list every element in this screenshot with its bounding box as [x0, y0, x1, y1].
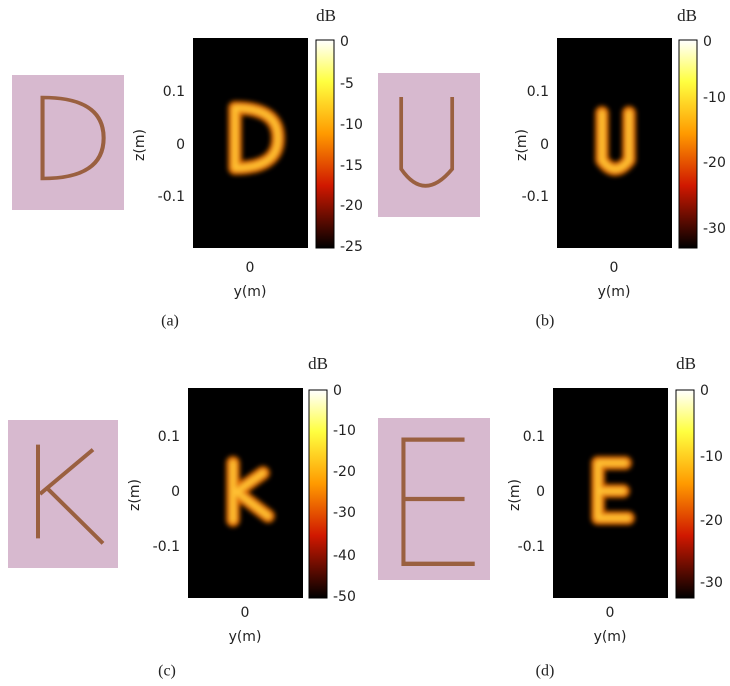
- y-tick-label: 0.1: [163, 84, 185, 100]
- panel: dB0-10-20-300.10-0.1z(m)0y(m)(d): [378, 354, 723, 680]
- x-tick-label: 0: [241, 605, 250, 621]
- y-tick-label: 0.1: [158, 429, 180, 445]
- colorbar-tick-label: -50: [333, 589, 356, 605]
- panel: dB 0 -10 -20 -30 -40 -50 0.1 0 -0.1 z(m) 0 y(m) (c): [8, 354, 356, 680]
- letter-core: [230, 460, 271, 523]
- colorbar-tick-label: -40: [333, 548, 356, 564]
- photo: [8, 420, 118, 568]
- panel: dB0-5-10-15-20-250.10-0.1z(m)0y(m)(a): [12, 6, 363, 330]
- colorbar-tick-label: 0: [340, 34, 349, 50]
- x-axis-label: y(m): [234, 284, 267, 300]
- photo: [378, 418, 490, 580]
- y-axis-label: z(m): [132, 129, 148, 161]
- caption: (b): [536, 313, 555, 330]
- panel: dB 0 -10 -20 -30 0.1 0 -0.1 z(m) 0 y(m) (b): [378, 6, 726, 330]
- colorbar-tick-label: -20: [700, 513, 723, 529]
- photo: [12, 75, 124, 210]
- y-axis-label: z(m): [514, 129, 530, 161]
- x-tick-label: 0: [606, 605, 615, 621]
- copper-rod: [36, 444, 105, 545]
- colorbar-tick-label: -25: [340, 239, 363, 255]
- letter-core: [232, 105, 281, 171]
- colorbar-tick-label: -20: [333, 464, 356, 480]
- colorbar-tick-label: 0: [333, 383, 342, 399]
- colorbar-tick-label: -15: [340, 158, 363, 174]
- letter-image: [595, 106, 636, 176]
- colorbar-label: dB: [677, 6, 697, 25]
- y-tick-label: 0: [536, 484, 545, 500]
- y-tick-label: 0.1: [523, 429, 545, 445]
- x-axis-label: y(m): [229, 629, 262, 645]
- colorbar-tick-label: 0: [700, 383, 709, 399]
- colorbar: [675, 389, 695, 599]
- copper-rod: [399, 97, 455, 188]
- colorbar-tick-label: -10: [703, 90, 726, 106]
- y-tick-label: 0.1: [527, 84, 549, 100]
- y-axis-label: z(m): [507, 479, 523, 511]
- letter-image: [591, 456, 635, 525]
- y-axis-label: z(m): [127, 479, 143, 511]
- y-tick-label: -0.1: [158, 189, 185, 205]
- colorbar-tick-label: -20: [703, 155, 726, 171]
- y-tick-label: 0: [176, 137, 185, 153]
- x-axis-label: y(m): [594, 629, 627, 645]
- colorbar-tick-label: -30: [700, 575, 723, 591]
- caption: (d): [536, 663, 555, 680]
- photo-background: [12, 75, 124, 210]
- y-tick-label: 0: [540, 137, 549, 153]
- caption: (c): [158, 663, 176, 680]
- x-tick-label: 0: [246, 260, 255, 276]
- image: [193, 38, 308, 248]
- x-axis-label: y(m): [598, 284, 631, 300]
- colorbar-tick-label: -10: [340, 117, 363, 133]
- y-tick-label: 0: [171, 484, 180, 500]
- colorbar: [678, 39, 698, 249]
- letter-image: [228, 101, 285, 175]
- colorbar-tick-label: -20: [340, 198, 363, 214]
- copper-rod: [401, 437, 475, 566]
- colorbar-label: dB: [316, 6, 336, 25]
- photo-background: [8, 420, 118, 568]
- colorbar-label: dB: [676, 354, 696, 373]
- photo-background: [378, 73, 480, 217]
- letter-core: [599, 110, 632, 172]
- colorbar-tick-label: -10: [700, 449, 723, 465]
- letter-core: [595, 460, 631, 521]
- colorbar: [308, 389, 328, 599]
- colorbar-tick-label: -10: [333, 423, 356, 439]
- colorbar: [315, 39, 335, 249]
- y-tick-label: -0.1: [522, 189, 549, 205]
- image: [557, 38, 672, 248]
- colorbar-tick-label: -30: [333, 505, 356, 521]
- colorbar-label: dB: [308, 354, 328, 373]
- y-tick-label: -0.1: [518, 539, 545, 555]
- caption: (a): [161, 313, 179, 330]
- colorbar-tick-label: -5: [340, 76, 354, 92]
- y-tick-label: -0.1: [153, 539, 180, 555]
- x-tick-label: 0: [610, 260, 619, 276]
- colorbar-tick-label: -30: [703, 221, 726, 237]
- photo: [378, 73, 480, 217]
- letter-image: [226, 456, 275, 527]
- copper-rod: [40, 95, 106, 181]
- colorbar-tick-label: 0: [703, 34, 712, 50]
